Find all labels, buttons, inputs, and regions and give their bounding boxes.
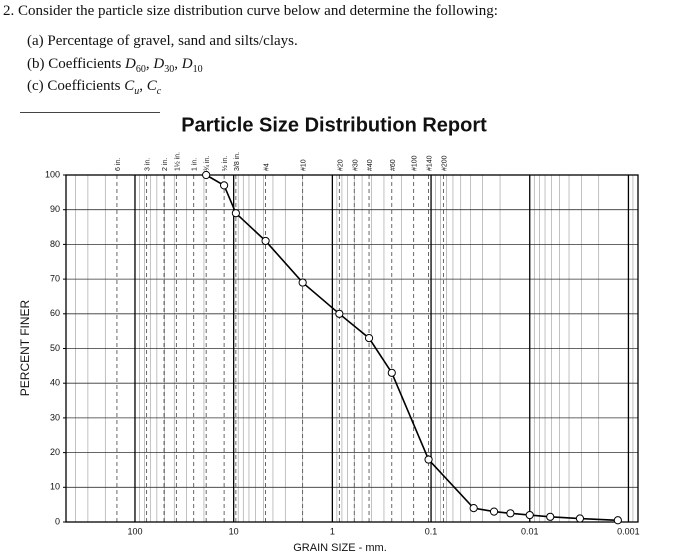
data-point — [387, 368, 396, 377]
data-point — [202, 170, 211, 180]
term-subscript: 30 — [164, 63, 175, 75]
sieve-label: #20 — [337, 159, 344, 171]
sieve-label: #4 — [264, 163, 271, 171]
data-point — [261, 236, 270, 246]
term-subscript: 10 — [192, 63, 203, 75]
sieve-label: #200 — [441, 155, 448, 171]
y-tick-label: 20 — [50, 447, 60, 457]
data-point — [220, 181, 229, 190]
sieve-label: 2 in. — [162, 158, 169, 171]
data-point — [335, 309, 344, 318]
y-tick-label: 100 — [45, 169, 60, 179]
x-tick-label: 0.01 — [521, 526, 539, 536]
prompt-text: Consider the particle size distribution … — [18, 3, 498, 19]
question-prompt: 2. Consider the particle size distributi… — [3, 3, 498, 20]
sieve-label: #40 — [367, 159, 374, 171]
item-text: Coefficients — [48, 55, 122, 72]
sieve-label: #30 — [352, 159, 359, 171]
data-point — [613, 516, 622, 525]
term-symbol: D — [181, 55, 193, 72]
x-tick-label: 0.1 — [425, 526, 438, 536]
x-tick-label: 0.001 — [617, 526, 640, 536]
sieve-label: ½ in. — [221, 156, 229, 171]
data-point — [575, 514, 585, 523]
item-label: (b) — [27, 55, 45, 72]
term-subscript: c — [156, 86, 162, 97]
x-tick-label: 1 — [330, 526, 335, 536]
sieve-label: 6 in. — [115, 158, 122, 171]
sieve-label: #140 — [427, 155, 434, 171]
y-tick-label: 90 — [50, 204, 60, 214]
term-symbol: D — [153, 55, 165, 72]
y-tick-label: 70 — [50, 273, 60, 283]
rule — [20, 112, 160, 113]
data-point — [489, 507, 499, 516]
data-point — [469, 504, 478, 513]
sieve-label: 1½ in. — [173, 152, 181, 171]
y-tick-label: 10 — [50, 482, 60, 492]
data-point — [364, 333, 374, 343]
sieve-label: #100 — [412, 155, 419, 171]
data-point — [424, 455, 433, 464]
item-label: (c) — [27, 78, 44, 94]
data-point — [506, 509, 515, 518]
curve — [205, 174, 618, 522]
question-item: (c) Coefficients Cu, Cc — [27, 78, 162, 97]
term-symbol: C — [124, 78, 135, 94]
data-point — [546, 512, 555, 521]
term-subscript: 60 — [135, 63, 146, 75]
term-symbol: C — [146, 78, 157, 94]
plot-frame — [65, 174, 639, 523]
question-item: (b) Coefficients D60, D30, D10 — [27, 55, 203, 75]
term-symbol: D — [125, 55, 136, 72]
x-tick-label: 100 — [127, 526, 142, 536]
sieve-label: 1 in. — [192, 158, 199, 171]
y-tick-label: 30 — [50, 412, 60, 422]
sieve-label: 3 in. — [145, 158, 152, 171]
y-tick-label: 40 — [50, 378, 60, 388]
item-text: Percentage of gravel, sand and silts/cla… — [47, 33, 298, 49]
sieve-label: ¾ in. — [204, 156, 211, 171]
x-tick-label: 10 — [229, 526, 239, 536]
item-text: Coefficients — [47, 78, 121, 94]
y-tick-label: 50 — [50, 343, 60, 353]
sieve-label: 3/8 in. — [234, 152, 241, 171]
x-axis-title: GRAIN SIZE - mm. — [293, 542, 387, 554]
y-tick-label: 60 — [50, 308, 60, 318]
y-axis-title: PERCENT FINER — [18, 299, 32, 396]
term-subscript: u — [134, 86, 140, 97]
y-tick-label: 0 — [55, 516, 60, 526]
y-tick-label: 80 — [50, 239, 60, 249]
question-item: (a) Percentage of gravel, sand and silts… — [27, 33, 298, 50]
sieve-label: #10 — [301, 159, 308, 171]
item-label: (a) — [27, 33, 44, 49]
sieve-label: #60 — [390, 159, 397, 171]
question-number: 2. — [3, 3, 15, 19]
data-point — [525, 510, 534, 520]
data-point — [231, 209, 240, 218]
chart-title: Particle Size Distribution Report — [181, 114, 487, 136]
data-point — [298, 278, 307, 287]
